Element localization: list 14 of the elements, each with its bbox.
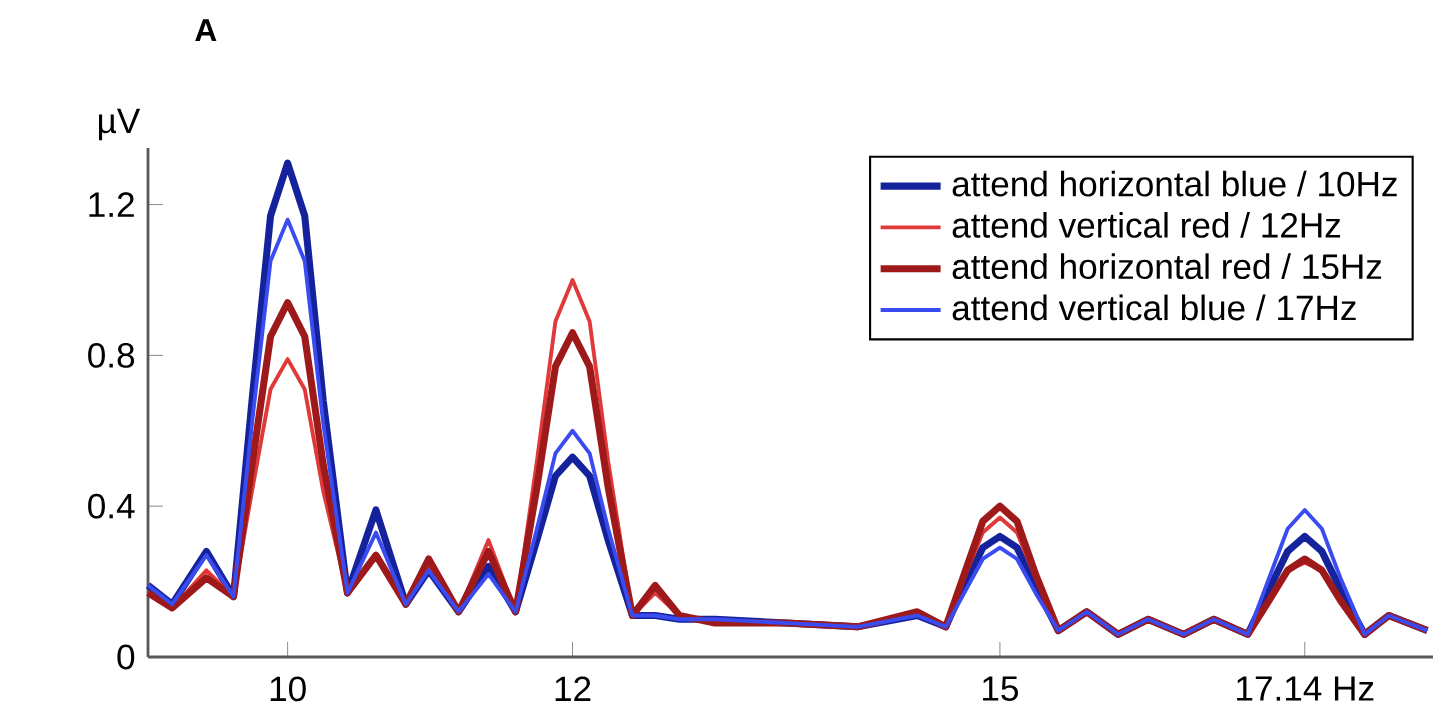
x-tick-label: 10	[270, 676, 306, 702]
x-tick-label: 17.14 Hz	[1237, 676, 1374, 701]
y-axis-title: µV	[99, 108, 141, 141]
x-tick-label: 15	[983, 676, 1018, 701]
legend-label: attend vertical blue / 17Hz	[952, 294, 1356, 321]
chart-title: A	[195, 19, 217, 42]
x-tick-label: 12	[555, 676, 591, 701]
y-tick-label: 0	[117, 644, 135, 670]
y-tick-label: 0.8	[88, 342, 135, 368]
legend-label: attend horizontal red / 15Hz	[952, 253, 1382, 280]
legend-label: attend vertical red / 12Hz	[952, 212, 1341, 238]
y-tick-label: 0.4	[88, 493, 135, 519]
y-tick-label: 1.2	[89, 192, 134, 217]
legend-label: attend horizontal blue / 10Hz	[952, 170, 1397, 197]
